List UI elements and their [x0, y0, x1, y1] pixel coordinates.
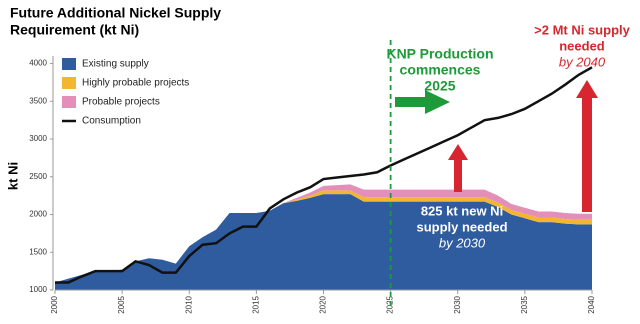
red-arrow — [576, 80, 598, 212]
annotation: supply needed — [416, 219, 507, 234]
legend-swatch — [62, 58, 76, 70]
y-tick-label: 1500 — [29, 247, 47, 256]
legend: Existing supply Highly probable projects P… — [62, 58, 189, 127]
x-tick-label: 2035 — [520, 295, 529, 313]
annotation: commences — [400, 62, 481, 78]
legend-label: Highly probable projects — [82, 78, 189, 89]
annotation: >2 Mt Ni supply — [534, 22, 630, 37]
legend-swatch — [62, 77, 76, 89]
y-tick-label: 1000 — [29, 285, 47, 294]
green-arrow — [395, 90, 450, 114]
y-tick-label: 3000 — [29, 134, 47, 143]
legend-swatch — [62, 96, 76, 108]
y-axis-label: kt Ni — [5, 162, 20, 190]
chart-title: Requirement (kt Ni) — [10, 22, 139, 38]
annotation: by 2040 — [559, 54, 606, 69]
arrows — [395, 80, 598, 212]
y-tick-label: 2500 — [29, 172, 47, 181]
annotation: 825 kt new Ni — [421, 203, 503, 218]
x-tick-label: 2010 — [184, 295, 193, 313]
x-tick-label: 2000 — [50, 295, 59, 313]
x-tick-label: 2020 — [319, 295, 328, 313]
y-tick-label: 4000 — [29, 59, 47, 68]
x-tick-label: 2005 — [117, 295, 126, 313]
x-tick-label: 2015 — [251, 295, 260, 313]
x-tick-label: 2030 — [453, 295, 462, 313]
legend-label: Probable projects — [82, 97, 160, 108]
annotation: 2025 — [424, 78, 455, 94]
line — [55, 66, 593, 284]
annotation: by 2030 — [439, 235, 486, 250]
chart-title: Future Additional Nickel Supply — [10, 5, 221, 21]
legend-label: Existing supply — [82, 59, 149, 70]
red-arrow — [448, 144, 468, 192]
y-tick-label: 2000 — [29, 210, 47, 219]
y-tick-label: 3500 — [29, 96, 47, 105]
annotation: KNP Production — [386, 46, 493, 62]
plot-area: 1000 1500 2000 2500 3000 3500 4000 2000 2005 2010… — [29, 40, 596, 314]
area — [55, 194, 592, 290]
legend-label: Consumption — [82, 116, 141, 127]
x-tick-label: 2040 — [587, 295, 596, 313]
annotation: needed — [559, 38, 605, 53]
